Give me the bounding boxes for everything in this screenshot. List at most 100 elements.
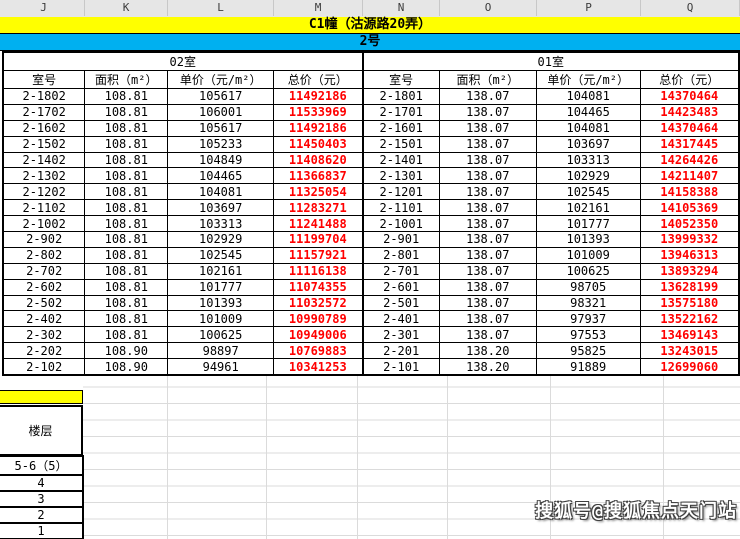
unit-price-header[interactable]: 单价（元/m²）	[167, 70, 275, 89]
cell-area[interactable]: 138.07	[438, 294, 537, 312]
cell-room[interactable]: 2-1402	[2, 151, 86, 169]
column-header-Q[interactable]: Q	[641, 0, 740, 16]
column-header-O[interactable]: O	[440, 0, 537, 16]
cell-total-price[interactable]: 11492186	[273, 119, 363, 137]
column-header-K[interactable]: K	[85, 0, 168, 16]
cell-total-price[interactable]: 14211407	[639, 167, 740, 185]
cell-area[interactable]: 138.07	[438, 262, 537, 280]
floor-row-cell[interactable]: 2	[0, 506, 84, 524]
cell-unit-price[interactable]: 97553	[535, 326, 641, 344]
cell-unit-price[interactable]: 102929	[535, 167, 641, 185]
room-group-header[interactable]: 02室	[2, 51, 363, 71]
cell-room[interactable]: 2-1202	[2, 183, 86, 201]
cell-area[interactable]: 138.07	[438, 167, 537, 185]
cell-total-price[interactable]: 14370464	[639, 119, 740, 137]
cell-unit-price[interactable]: 104081	[535, 119, 641, 137]
area-header[interactable]: 面积（m²）	[84, 70, 169, 89]
cell-area[interactable]: 138.07	[438, 183, 537, 201]
cell-total-price[interactable]: 14423483	[639, 103, 740, 121]
room-group-header[interactable]: 01室	[361, 51, 740, 71]
cell-unit-price[interactable]: 105617	[167, 88, 275, 105]
cell-total-price[interactable]: 13893294	[639, 262, 740, 280]
cell-room[interactable]: 2-1101	[361, 199, 440, 217]
cell-total-price[interactable]: 13628199	[639, 278, 740, 296]
column-header-L[interactable]: L	[168, 0, 274, 16]
cell-area[interactable]: 138.07	[438, 278, 537, 296]
cell-total-price[interactable]: 14317445	[639, 135, 740, 153]
cell-room[interactable]: 2-1801	[361, 88, 440, 105]
cell-area[interactable]: 138.07	[438, 215, 537, 233]
cell-total-price[interactable]: 14264426	[639, 151, 740, 169]
cell-total-price[interactable]: 11325054	[273, 183, 363, 201]
cell-area[interactable]: 108.81	[84, 231, 169, 248]
unit-price-header[interactable]: 单价（元/m²）	[535, 70, 641, 89]
cell-total-price[interactable]: 13469143	[639, 326, 740, 344]
cell-unit-price[interactable]: 101009	[167, 310, 275, 328]
cell-area[interactable]: 108.81	[84, 183, 169, 201]
cell-unit-price[interactable]: 104081	[167, 183, 275, 201]
cell-area[interactable]: 108.90	[84, 342, 169, 360]
cell-area[interactable]: 108.81	[84, 88, 169, 105]
cell-area[interactable]: 108.81	[84, 262, 169, 280]
cell-unit-price[interactable]: 102545	[167, 246, 275, 264]
cell-room[interactable]: 2-1201	[361, 183, 440, 201]
cell-room[interactable]: 2-1302	[2, 167, 86, 185]
cell-total-price[interactable]: 10769883	[273, 342, 363, 360]
cell-room[interactable]: 2-1002	[2, 215, 86, 233]
cell-unit-price[interactable]: 102545	[535, 183, 641, 201]
floor-panel-yellow-cell[interactable]	[0, 390, 83, 404]
cell-total-price[interactable]: 14052350	[639, 215, 740, 233]
total-price-header[interactable]: 总价（元）	[273, 70, 363, 89]
cell-room[interactable]: 2-502	[2, 294, 86, 312]
cell-unit-price[interactable]: 98321	[535, 294, 641, 312]
cell-unit-price[interactable]: 106001	[167, 103, 275, 121]
cell-room[interactable]: 2-901	[361, 231, 440, 248]
cell-area[interactable]: 108.81	[84, 135, 169, 153]
cell-room[interactable]: 2-1301	[361, 167, 440, 185]
cell-area[interactable]: 138.07	[438, 310, 537, 328]
cell-unit-price[interactable]: 102161	[167, 262, 275, 280]
cell-room[interactable]: 2-1001	[361, 215, 440, 233]
cell-unit-price[interactable]: 103313	[535, 151, 641, 169]
cell-total-price[interactable]: 13575180	[639, 294, 740, 312]
cell-area[interactable]: 108.90	[84, 358, 169, 376]
cell-total-price[interactable]: 11533969	[273, 103, 363, 121]
cell-unit-price[interactable]: 105233	[167, 135, 275, 153]
cell-area[interactable]: 138.07	[438, 88, 537, 105]
cell-unit-price[interactable]: 101777	[535, 215, 641, 233]
cell-room[interactable]: 2-301	[361, 326, 440, 344]
cell-total-price[interactable]: 10341253	[273, 358, 363, 376]
cell-area[interactable]: 138.07	[438, 231, 537, 248]
cell-unit-price[interactable]: 103313	[167, 215, 275, 233]
cell-room[interactable]: 2-1601	[361, 119, 440, 137]
cell-unit-price[interactable]: 104465	[535, 103, 641, 121]
cell-unit-price[interactable]: 103697	[167, 199, 275, 217]
cell-area[interactable]: 138.20	[438, 342, 537, 360]
cell-total-price[interactable]: 10990789	[273, 310, 363, 328]
building-number-cell[interactable]: 2号	[0, 34, 740, 51]
cell-total-price[interactable]: 13999332	[639, 231, 740, 248]
cell-area[interactable]: 138.07	[438, 199, 537, 217]
cell-room[interactable]: 2-602	[2, 278, 86, 296]
building-title-cell[interactable]: C1幢（沽源路20弄）	[0, 17, 740, 34]
cell-total-price[interactable]: 13946313	[639, 246, 740, 264]
cell-unit-price[interactable]: 94961	[167, 358, 275, 376]
cell-unit-price[interactable]: 102929	[167, 231, 275, 248]
floor-row-cell[interactable]: 4	[0, 474, 84, 492]
cell-unit-price[interactable]: 101393	[167, 294, 275, 312]
cell-total-price[interactable]: 13243015	[639, 342, 740, 360]
cell-total-price[interactable]: 11492186	[273, 88, 363, 105]
cell-total-price[interactable]: 14158388	[639, 183, 740, 201]
room-header[interactable]: 室号	[361, 70, 440, 89]
cell-unit-price[interactable]: 104465	[167, 167, 275, 185]
cell-total-price[interactable]: 14105369	[639, 199, 740, 217]
cell-unit-price[interactable]: 95825	[535, 342, 641, 360]
cell-room[interactable]: 2-501	[361, 294, 440, 312]
cell-unit-price[interactable]: 98705	[535, 278, 641, 296]
cell-area[interactable]: 138.07	[438, 135, 537, 153]
cell-unit-price[interactable]: 103697	[535, 135, 641, 153]
cell-area[interactable]: 108.81	[84, 310, 169, 328]
cell-total-price[interactable]: 10949006	[273, 326, 363, 344]
cell-total-price[interactable]: 11157921	[273, 246, 363, 264]
cell-unit-price[interactable]: 97937	[535, 310, 641, 328]
